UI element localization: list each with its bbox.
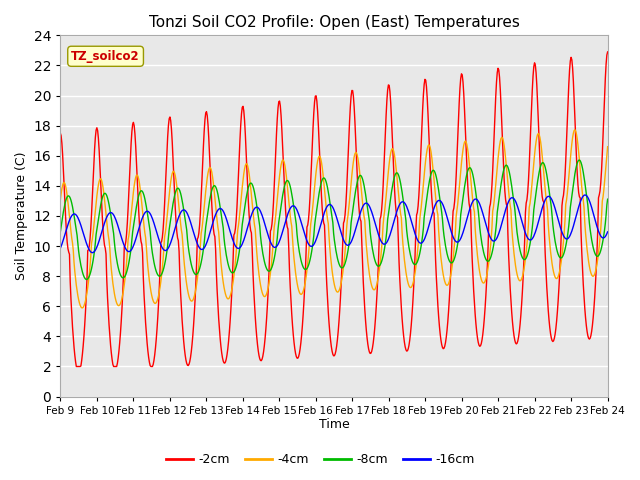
Text: TZ_soilco2: TZ_soilco2	[71, 50, 140, 63]
Y-axis label: Soil Temperature (C): Soil Temperature (C)	[15, 152, 28, 280]
X-axis label: Time: Time	[319, 419, 349, 432]
Title: Tonzi Soil CO2 Profile: Open (East) Temperatures: Tonzi Soil CO2 Profile: Open (East) Temp…	[148, 15, 520, 30]
Legend: -2cm, -4cm, -8cm, -16cm: -2cm, -4cm, -8cm, -16cm	[161, 448, 479, 471]
